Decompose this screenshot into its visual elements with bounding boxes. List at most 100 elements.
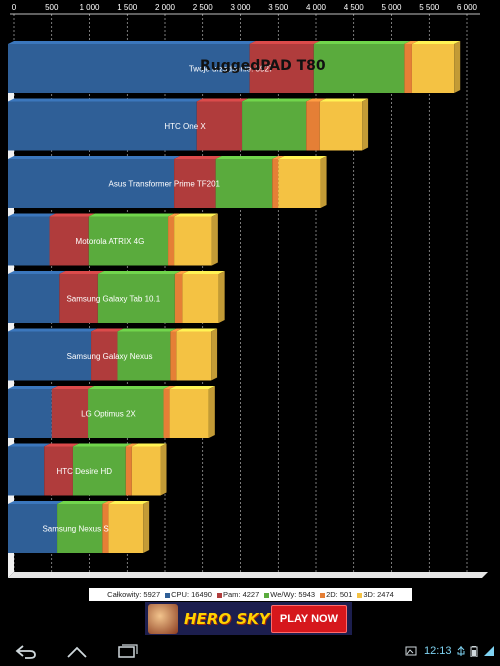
bar-segment <box>404 44 412 93</box>
ad-play-button[interactable]: PLAY NOW <box>270 604 347 633</box>
bar-segment-top <box>272 156 285 159</box>
legend-swatch <box>216 592 222 598</box>
bar-segment <box>102 504 109 553</box>
home-icon[interactable] <box>65 642 89 662</box>
bar-segment <box>215 159 273 208</box>
x-tick-label: 2 000 <box>155 3 176 12</box>
bar-segment <box>8 331 92 381</box>
bar-segment <box>131 446 161 496</box>
bar-segment-top <box>88 386 170 389</box>
bar-segment <box>97 274 175 323</box>
bar-segment-top <box>319 98 369 102</box>
device-stamp: RuggedPAD T80 <box>200 58 326 74</box>
x-tick-label: 4 500 <box>344 3 365 12</box>
bar-segment-top <box>97 271 181 274</box>
bar-segment <box>8 159 175 208</box>
bar-segment <box>108 504 144 553</box>
bar-label: Twoje urządzenie: 5927 <box>189 65 274 74</box>
gallery-icon <box>405 644 417 656</box>
bar-segment <box>170 331 177 381</box>
bar-segment <box>168 216 175 266</box>
ad-banner[interactable]: HERO SKY PLAY NOW <box>145 602 352 635</box>
bar-side <box>211 213 218 266</box>
bar-side <box>143 501 150 553</box>
bar-segment-top <box>8 386 58 389</box>
legend-label: Całkowity: 5927 <box>107 590 161 599</box>
legend-swatch <box>165 592 171 598</box>
legend-swatch <box>320 592 326 598</box>
system-navbar <box>0 640 500 666</box>
bar-segment <box>411 44 455 93</box>
bar-segment-top <box>125 443 138 447</box>
chart-floor <box>8 572 488 578</box>
recent-apps-icon[interactable] <box>116 642 140 662</box>
bar-label: HTC One X <box>164 122 206 131</box>
bar-segment-top <box>8 501 64 504</box>
bar-segment <box>319 101 363 151</box>
status-clock: 12:13 <box>424 645 452 657</box>
bar-segment-top <box>163 386 176 389</box>
bar-segment-top <box>8 156 181 159</box>
legend-swatch <box>357 592 363 598</box>
bar-segment-top <box>411 41 461 44</box>
bar-side <box>211 328 218 381</box>
bar-segment-top <box>176 328 218 332</box>
bar-segment-top <box>313 41 411 44</box>
bar-segment <box>8 101 197 151</box>
bar-segment-top <box>404 41 418 44</box>
bar-label: Motorola ATRIX 4G <box>76 237 145 246</box>
x-tick-label: 5 500 <box>419 3 440 12</box>
ad-hero-image <box>148 603 178 634</box>
bar-segment <box>249 44 314 93</box>
bar-segment <box>88 389 164 438</box>
x-tick-label: 3 500 <box>268 3 289 12</box>
bar-segment-top <box>174 271 189 274</box>
back-icon[interactable] <box>14 642 38 662</box>
bar-side <box>218 271 225 323</box>
bar-segment <box>176 331 212 381</box>
bar-segment <box>8 274 60 323</box>
benchmark-chart: 0 500 1 000 1 500 2 000 2 500 3 000 3 500 4 000 4… <box>8 3 488 578</box>
bar-segment-top <box>8 443 51 447</box>
bar-segment-top <box>59 271 104 274</box>
bar-label: Samsung Nexus S <box>42 525 108 534</box>
bar-segment-top <box>196 98 249 102</box>
legend-item: We/Wy: 5943 <box>262 590 315 599</box>
bar-segment-top <box>8 328 98 332</box>
bar-label: HTC Desire HD <box>56 467 112 476</box>
bar-segment-top <box>8 213 56 217</box>
bar-segment <box>278 159 321 208</box>
bar-segment-top <box>306 98 326 102</box>
bar-segment-top <box>170 328 183 332</box>
x-tick-label: 2 500 <box>193 3 214 12</box>
bar-segment <box>72 446 126 496</box>
legend-label: 3D: 2474 <box>363 590 394 599</box>
legend-label: Pam: 4227 <box>222 590 260 599</box>
x-tick-label: 1 500 <box>117 3 138 12</box>
bar-segment <box>242 101 307 151</box>
bar-segment <box>196 101 243 151</box>
bar-segment <box>8 389 52 438</box>
x-tick-label: 4 000 <box>306 3 327 12</box>
legend: Całkowity: 5927 CPU: 16490 Pam: 4227 We/Wy:… <box>89 588 412 601</box>
bar-side <box>454 41 461 93</box>
ad-logo: HERO SKY <box>184 609 270 628</box>
bar-segment <box>8 44 250 93</box>
bar-segment-top <box>169 386 215 389</box>
legend-label: We/Wy: 5943 <box>270 590 316 599</box>
bar-segment <box>163 389 170 438</box>
bar-segment-top <box>72 443 132 447</box>
bar-segment-top <box>44 443 79 447</box>
bar-segment <box>57 504 103 553</box>
bar-segment-top <box>242 98 313 102</box>
legend-item: Całkowity: 5927 <box>107 590 160 599</box>
bar-segment <box>306 101 320 151</box>
x-tick-label: 1 000 <box>79 3 100 12</box>
usb-icon <box>455 644 467 656</box>
bar-side <box>362 98 369 151</box>
bar-segment-top <box>8 98 203 102</box>
bar-segment-top <box>174 213 218 217</box>
bar-side <box>208 386 215 438</box>
bar-segment <box>117 331 171 381</box>
legend-item: CPU: 16490 <box>163 590 212 599</box>
